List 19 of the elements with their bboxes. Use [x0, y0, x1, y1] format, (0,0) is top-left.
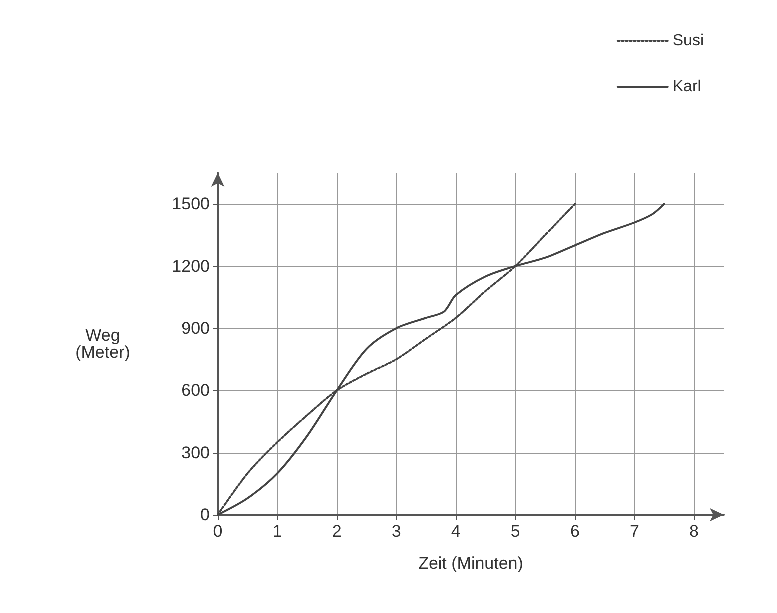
x-tick-label: 0: [213, 522, 223, 541]
y-tick-label: 1500: [172, 194, 210, 214]
y-axis-title: Weg (Meter): [76, 326, 130, 362]
x-tick-label: 2: [332, 522, 342, 541]
x-tick-label: 7: [630, 522, 640, 541]
x-tick-label: 5: [510, 522, 520, 541]
x-tick-label: 4: [451, 522, 461, 541]
x-tick-label: 1: [272, 522, 282, 541]
x-tick-label: 6: [570, 522, 580, 541]
y-tick-label: 600: [182, 381, 210, 400]
y-tick-label: 300: [182, 443, 210, 462]
x-tick-label: 8: [690, 522, 699, 541]
legend-label: Susi: [672, 32, 704, 50]
x-axis-title: Zeit (Minuten): [418, 554, 524, 573]
y-tick-label: 1200: [172, 256, 210, 276]
legend-label: Karl: [672, 78, 702, 96]
y-tick-label: 900: [182, 318, 210, 338]
y-tick-label: 0: [200, 506, 210, 524]
x-tick-label: 3: [392, 522, 402, 541]
